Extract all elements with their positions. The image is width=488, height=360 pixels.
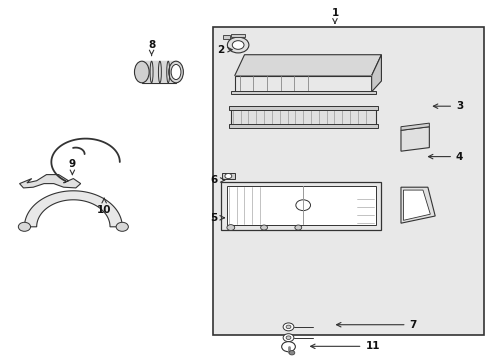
Ellipse shape (232, 41, 244, 49)
Polygon shape (371, 55, 381, 92)
Ellipse shape (116, 222, 128, 231)
Circle shape (285, 336, 290, 339)
Text: 2: 2 (217, 45, 232, 55)
Polygon shape (230, 91, 375, 94)
Text: 6: 6 (210, 175, 224, 185)
Circle shape (295, 200, 310, 211)
Polygon shape (223, 35, 229, 39)
Polygon shape (234, 76, 371, 92)
Polygon shape (400, 187, 434, 223)
Polygon shape (230, 34, 245, 37)
Polygon shape (221, 182, 381, 230)
Text: 4: 4 (427, 152, 463, 162)
Text: 10: 10 (97, 198, 111, 215)
Polygon shape (230, 109, 375, 126)
Polygon shape (234, 55, 381, 76)
Circle shape (224, 174, 231, 179)
Text: 8: 8 (148, 40, 155, 55)
Text: 3: 3 (432, 101, 462, 111)
Polygon shape (142, 61, 176, 83)
Ellipse shape (134, 61, 149, 83)
Circle shape (281, 342, 295, 352)
Polygon shape (403, 190, 429, 220)
Circle shape (260, 225, 267, 230)
Polygon shape (222, 173, 234, 179)
Polygon shape (400, 123, 428, 130)
Circle shape (226, 225, 234, 230)
Text: 5: 5 (210, 213, 224, 223)
Circle shape (288, 351, 294, 355)
Circle shape (283, 323, 293, 331)
Polygon shape (400, 127, 428, 151)
Text: 1: 1 (331, 8, 338, 23)
Bar (212, 27, 483, 335)
Circle shape (294, 225, 301, 230)
Text: 9: 9 (69, 159, 76, 175)
Ellipse shape (18, 222, 30, 231)
Polygon shape (20, 175, 81, 188)
Circle shape (283, 334, 293, 342)
Polygon shape (228, 124, 377, 128)
Text: 7: 7 (336, 320, 416, 330)
Polygon shape (227, 186, 375, 225)
Ellipse shape (227, 37, 248, 53)
Ellipse shape (168, 61, 183, 83)
Ellipse shape (171, 64, 181, 80)
Circle shape (285, 325, 290, 329)
Polygon shape (228, 106, 377, 110)
Text: 11: 11 (310, 341, 379, 351)
Polygon shape (24, 191, 122, 227)
